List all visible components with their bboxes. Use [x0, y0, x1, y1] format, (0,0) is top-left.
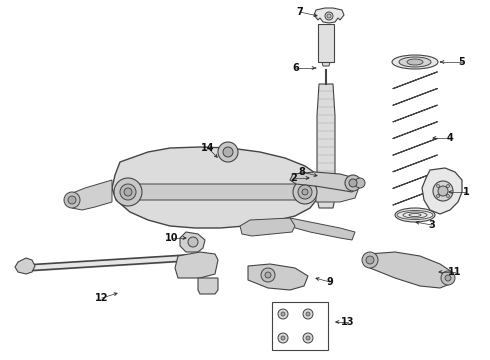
Circle shape	[325, 12, 333, 20]
Bar	[272, 302, 328, 350]
Ellipse shape	[407, 59, 423, 65]
Circle shape	[355, 178, 365, 188]
Polygon shape	[290, 172, 358, 192]
Circle shape	[345, 175, 361, 191]
Circle shape	[298, 185, 312, 199]
Polygon shape	[364, 252, 452, 288]
Polygon shape	[288, 218, 355, 240]
Circle shape	[446, 185, 449, 188]
Circle shape	[366, 256, 374, 264]
Circle shape	[327, 14, 331, 18]
Circle shape	[437, 185, 440, 188]
Circle shape	[306, 336, 310, 340]
Polygon shape	[422, 168, 462, 214]
Circle shape	[445, 275, 451, 281]
Text: 10: 10	[165, 233, 179, 243]
Circle shape	[124, 188, 132, 196]
Polygon shape	[240, 218, 295, 236]
Circle shape	[302, 189, 308, 195]
Circle shape	[261, 268, 275, 282]
Text: 9: 9	[327, 277, 333, 287]
Polygon shape	[322, 62, 330, 66]
Circle shape	[438, 186, 448, 196]
Polygon shape	[248, 264, 308, 290]
Circle shape	[349, 179, 357, 187]
Polygon shape	[175, 252, 218, 278]
Circle shape	[281, 312, 285, 316]
Circle shape	[446, 194, 449, 197]
Circle shape	[188, 237, 198, 247]
Circle shape	[306, 312, 310, 316]
Text: 3: 3	[429, 220, 436, 230]
Circle shape	[433, 181, 453, 201]
Circle shape	[120, 184, 136, 200]
Circle shape	[303, 333, 313, 343]
Polygon shape	[180, 232, 205, 252]
Text: 7: 7	[296, 7, 303, 17]
Ellipse shape	[399, 57, 431, 67]
Text: 5: 5	[459, 57, 466, 67]
Text: 11: 11	[448, 267, 462, 277]
Circle shape	[278, 333, 288, 343]
Circle shape	[281, 336, 285, 340]
Text: 1: 1	[463, 187, 469, 197]
Text: 14: 14	[201, 143, 215, 153]
Ellipse shape	[392, 55, 438, 69]
Polygon shape	[68, 180, 112, 210]
Text: 13: 13	[341, 317, 355, 327]
Circle shape	[114, 178, 142, 206]
Polygon shape	[198, 278, 218, 294]
Text: 4: 4	[446, 133, 453, 143]
Circle shape	[68, 196, 76, 204]
Circle shape	[265, 272, 271, 278]
Polygon shape	[316, 176, 358, 202]
Circle shape	[278, 309, 288, 319]
Ellipse shape	[395, 208, 435, 222]
Polygon shape	[124, 184, 308, 200]
Text: 8: 8	[298, 167, 305, 177]
Text: 6: 6	[293, 63, 299, 73]
Circle shape	[64, 192, 80, 208]
Circle shape	[441, 271, 455, 285]
Circle shape	[293, 180, 317, 204]
Polygon shape	[317, 84, 335, 208]
Text: 12: 12	[95, 293, 109, 303]
Polygon shape	[15, 258, 35, 274]
Bar	[318, 24, 334, 62]
Polygon shape	[112, 147, 322, 228]
Polygon shape	[314, 8, 344, 23]
Text: 2: 2	[291, 173, 297, 183]
Circle shape	[218, 142, 238, 162]
Circle shape	[303, 309, 313, 319]
Circle shape	[437, 194, 440, 197]
Circle shape	[223, 147, 233, 157]
Circle shape	[362, 252, 378, 268]
